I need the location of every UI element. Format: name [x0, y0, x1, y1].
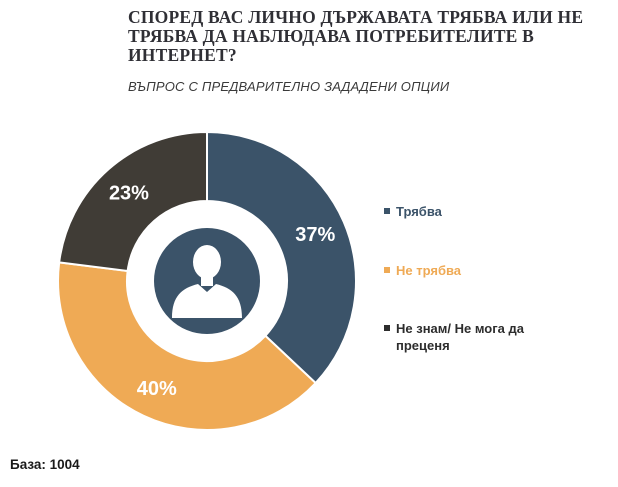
- value-label-should-not: 40%: [137, 378, 177, 400]
- legend-label-should: Трябва: [396, 204, 442, 219]
- legend-item-dont-know: Не знам/ Не мога да преценя: [384, 320, 546, 354]
- sample-base: База: 1004: [10, 457, 80, 472]
- legend-swatch-should-not: [384, 267, 390, 273]
- legend-swatch-dont-know: [384, 325, 390, 331]
- legend-label-should-not: Не трябва: [396, 263, 462, 278]
- value-label-should: 37%: [295, 224, 335, 246]
- legend-swatch-should: [384, 208, 390, 214]
- chart-subtitle: ВЪПРОС С ПРЕДВАРИТЕЛНО ЗАДАДЕНИ ОПЦИИ: [128, 79, 450, 94]
- chart-title: СПОРЕД ВАС ЛИЧНО ДЪРЖАВАТА ТРЯБВА ИЛИ НЕ…: [128, 7, 584, 65]
- legend-item-should: Трябва: [384, 203, 546, 220]
- person-silhouette-icon: [172, 245, 242, 318]
- value-label-dont-know: 23%: [109, 182, 149, 204]
- legend-label-dont-know: Не знам/ Не мога да преценя: [396, 321, 524, 353]
- legend-item-should-not: Не трябва: [384, 262, 546, 279]
- value-labels: 37% 40% 23%: [109, 182, 336, 399]
- donut-slice-should: [206, 130, 357, 385]
